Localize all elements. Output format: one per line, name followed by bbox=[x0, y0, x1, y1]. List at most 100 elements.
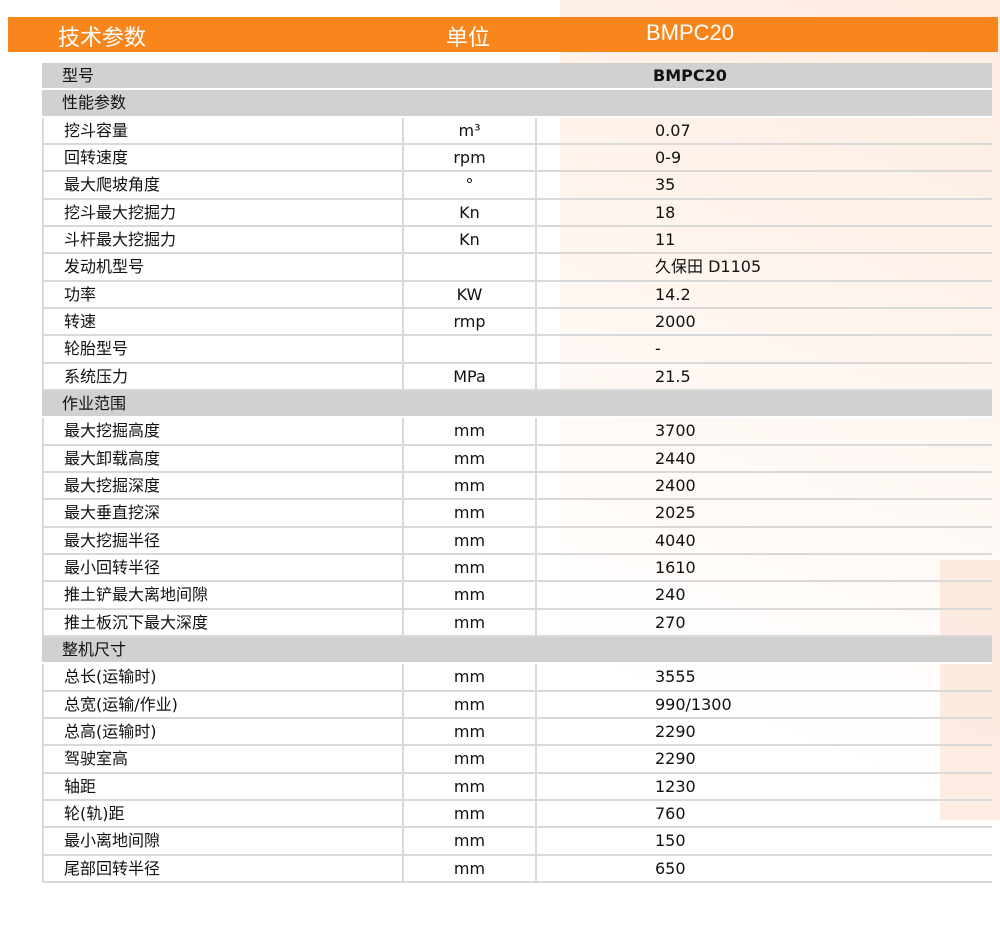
param-name: 最小回转半径 bbox=[42, 554, 402, 581]
table-row: 推土铲最大离地间隙 mm 240 bbox=[42, 582, 992, 610]
param-unit: MPa bbox=[402, 363, 535, 389]
param-value: 2290 bbox=[535, 718, 992, 745]
param-name: 斗杆最大挖掘力 bbox=[42, 226, 402, 253]
param-name: 最小离地间隙 bbox=[42, 828, 402, 854]
param-unit: mm bbox=[402, 582, 535, 608]
param-name: 系统压力 bbox=[42, 363, 402, 389]
param-value: 0.07 bbox=[535, 117, 992, 143]
param-value: 1610 bbox=[535, 554, 992, 581]
param-value: 650 bbox=[535, 855, 992, 881]
param-value: 3700 bbox=[535, 418, 992, 444]
param-value: 11 bbox=[535, 226, 992, 253]
param-value: 2025 bbox=[535, 500, 992, 526]
param-unit: KW bbox=[402, 281, 535, 307]
table-row: 发动机型号 久保田 D1105 bbox=[42, 254, 992, 282]
param-unit: mm bbox=[402, 718, 535, 745]
table-row: 最小离地间隙 mm 150 bbox=[42, 828, 992, 856]
param-unit: mm bbox=[402, 554, 535, 581]
param-name: 挖斗容量 bbox=[42, 117, 402, 143]
model-value: BMPC20 bbox=[653, 66, 727, 85]
param-value: - bbox=[535, 336, 992, 362]
param-unit: mm bbox=[402, 472, 535, 499]
table-row: 最大挖掘半径 mm 4040 bbox=[42, 527, 992, 555]
param-name: 功率 bbox=[42, 281, 402, 307]
spec-table: 型号 BMPC20 性能参数 挖斗容量 m³ 0.07 回转速度 rpm 0-9 最大爬坡角度… bbox=[42, 63, 992, 883]
table-row: 功率 KW 14.2 bbox=[42, 281, 992, 309]
table-row: 总长(运输时) mm 3555 bbox=[42, 664, 992, 692]
section-header: 性能参数 bbox=[42, 90, 992, 118]
table-header: 技术参数 单位 BMPC20 bbox=[8, 17, 998, 52]
table-row: 系统压力 MPa 21.5 bbox=[42, 363, 992, 391]
table-row: 挖斗最大挖掘力 Kn 18 bbox=[42, 199, 992, 227]
param-name: 尾部回转半径 bbox=[42, 855, 402, 881]
param-value: 990/1300 bbox=[535, 691, 992, 717]
table-row: 最小回转半径 mm 1610 bbox=[42, 554, 992, 583]
param-value: 久保田 D1105 bbox=[535, 254, 992, 280]
param-name: 轮(轨)距 bbox=[42, 800, 402, 827]
param-value: 2290 bbox=[535, 746, 992, 772]
header-param: 技术参数 bbox=[58, 25, 147, 50]
param-value: 240 bbox=[535, 582, 992, 608]
param-unit: mm bbox=[402, 746, 535, 772]
table-row: 挖斗容量 m³ 0.07 bbox=[42, 117, 992, 145]
param-unit: mm bbox=[402, 609, 535, 635]
table-row: 最大爬坡角度 ° 35 bbox=[42, 172, 992, 200]
param-name: 挖斗最大挖掘力 bbox=[42, 199, 402, 225]
param-name: 回转速度 bbox=[42, 144, 402, 171]
param-unit: mm bbox=[402, 773, 535, 799]
param-value: 2440 bbox=[535, 445, 992, 471]
header-model: BMPC20 bbox=[646, 20, 735, 45]
table-row: 最大垂直挖深 mm 2025 bbox=[42, 500, 992, 528]
param-unit bbox=[402, 254, 535, 280]
table-row: 最大卸载高度 mm 2440 bbox=[42, 445, 992, 473]
param-unit: ° bbox=[402, 172, 535, 198]
table-row: 回转速度 rpm 0-9 bbox=[42, 144, 992, 173]
table-row: 驾驶室高 mm 2290 bbox=[42, 746, 992, 774]
param-unit: mm bbox=[402, 500, 535, 526]
param-name: 最大垂直挖深 bbox=[42, 500, 402, 526]
param-value: 150 bbox=[535, 828, 992, 854]
param-value: 35 bbox=[535, 172, 992, 198]
background-decoration bbox=[560, 0, 1000, 936]
table-row: 最大挖掘深度 mm 2400 bbox=[42, 472, 992, 501]
table-row: 最大挖掘高度 mm 3700 bbox=[42, 418, 992, 446]
table-row: 尾部回转半径 mm 650 bbox=[42, 855, 992, 883]
section-header: 整机尺寸 bbox=[42, 636, 992, 665]
section-title: 整机尺寸 bbox=[62, 639, 127, 659]
param-name: 轮胎型号 bbox=[42, 336, 402, 362]
table-row: 总高(运输时) mm 2290 bbox=[42, 718, 992, 747]
table-row: 轮(轨)距 mm 760 bbox=[42, 800, 992, 829]
param-unit: mm bbox=[402, 418, 535, 444]
param-value: 0-9 bbox=[535, 144, 992, 171]
param-unit: Kn bbox=[402, 226, 535, 253]
param-value: 21.5 bbox=[535, 363, 992, 389]
param-value: 2000 bbox=[535, 308, 992, 335]
param-unit: mm bbox=[402, 800, 535, 827]
param-value: 2400 bbox=[535, 472, 992, 499]
model-row: 型号 BMPC20 bbox=[42, 63, 992, 91]
param-value: 270 bbox=[535, 609, 992, 635]
param-value: 18 bbox=[535, 199, 992, 225]
section-header: 作业范围 bbox=[42, 390, 992, 419]
param-unit: Kn bbox=[402, 199, 535, 225]
model-label: 型号 bbox=[62, 66, 95, 85]
param-name: 最大卸载高度 bbox=[42, 445, 402, 471]
param-unit: mm bbox=[402, 664, 535, 690]
table-row: 总宽(运输/作业) mm 990/1300 bbox=[42, 691, 992, 719]
param-unit: m³ bbox=[402, 117, 535, 143]
param-unit: mm bbox=[402, 527, 535, 553]
table-row: 轮胎型号 - bbox=[42, 336, 992, 364]
param-unit: rpm bbox=[402, 144, 535, 171]
param-value: 1230 bbox=[535, 773, 992, 799]
table-row: 斗杆最大挖掘力 Kn 11 bbox=[42, 226, 992, 255]
param-value: 760 bbox=[535, 800, 992, 827]
param-unit bbox=[402, 336, 535, 362]
param-name: 最大挖掘半径 bbox=[42, 527, 402, 553]
param-name: 最大挖掘高度 bbox=[42, 418, 402, 444]
param-name: 推土板沉下最大深度 bbox=[42, 609, 402, 635]
param-unit: mm bbox=[402, 691, 535, 717]
param-name: 最大爬坡角度 bbox=[42, 172, 402, 198]
param-value: 3555 bbox=[535, 664, 992, 690]
param-name: 轴距 bbox=[42, 773, 402, 799]
param-value: 14.2 bbox=[535, 281, 992, 307]
